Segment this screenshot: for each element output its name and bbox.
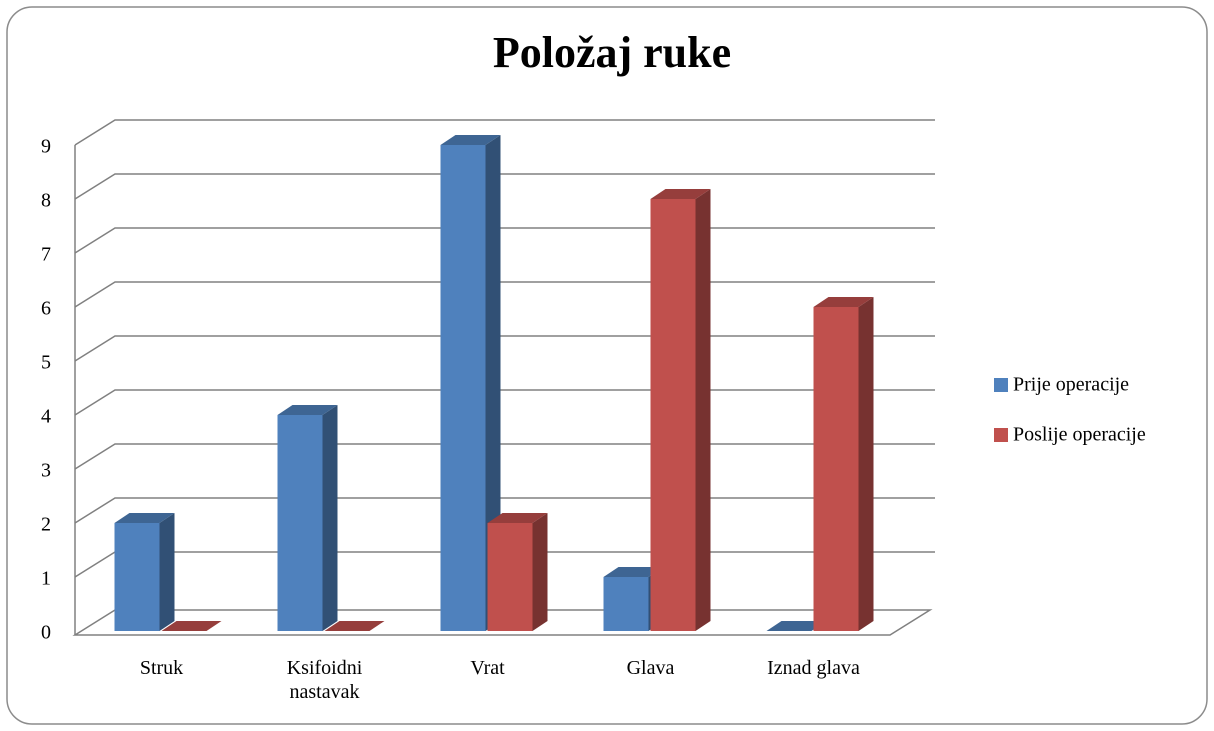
bar-face [813, 297, 874, 307]
y-tick-label: 1 [41, 568, 51, 590]
bar-face [322, 405, 338, 631]
x-tick-label: Iznad glava [767, 657, 860, 679]
x-tick-label: Glava [626, 657, 675, 679]
grid-line [74, 119, 935, 146]
bar-face [487, 513, 548, 523]
y-tick-label: 3 [41, 460, 51, 482]
y-tick-label: 2 [41, 514, 51, 536]
x-tick-label: Ksifoidni nastavak [286, 657, 363, 703]
bar-face [114, 513, 175, 523]
bar [114, 513, 175, 631]
bar [277, 405, 338, 631]
y-tick-label: 7 [41, 244, 51, 266]
bar [161, 621, 222, 631]
y-tick-label: 6 [41, 298, 51, 320]
bar [650, 189, 711, 631]
y-tick-label: 8 [41, 190, 51, 212]
x-tick-label: Vrat [470, 657, 505, 679]
y-tick-label: 5 [41, 352, 51, 374]
bar-face [159, 513, 175, 631]
bar [440, 135, 501, 631]
bar-face [766, 621, 827, 631]
bar-face [161, 621, 222, 631]
y-tick-label: 0 [41, 622, 51, 644]
bar-face [485, 135, 501, 631]
bar [813, 297, 874, 631]
bar-face [695, 189, 711, 631]
bar-face [603, 577, 649, 631]
bar-face [813, 307, 859, 631]
bar [766, 621, 827, 631]
bar-face [277, 415, 323, 631]
bar-face [603, 567, 664, 577]
bar-face [650, 189, 711, 199]
bar [324, 621, 385, 631]
legend-swatch [994, 378, 1008, 392]
bar-face [858, 297, 874, 631]
y-tick-label: 9 [41, 136, 51, 158]
chart-title: Položaj ruke [493, 28, 731, 77]
bar-face [440, 145, 486, 631]
floor [72, 609, 933, 636]
y-tick-label: 4 [41, 406, 51, 428]
x-tick-label: Struk [139, 657, 184, 679]
bar-face [532, 513, 548, 631]
bar-face [114, 523, 160, 631]
legend-label: Poslije operacije [1013, 424, 1146, 446]
legend-label: Prije operacije [1013, 374, 1129, 396]
grid-line [74, 173, 935, 200]
bar-face [440, 135, 501, 145]
bar [487, 513, 548, 631]
legend-swatch [994, 428, 1008, 442]
bar-face [487, 523, 533, 631]
bar-face [277, 405, 338, 415]
bar-face [650, 199, 696, 631]
bar-face [324, 621, 385, 631]
